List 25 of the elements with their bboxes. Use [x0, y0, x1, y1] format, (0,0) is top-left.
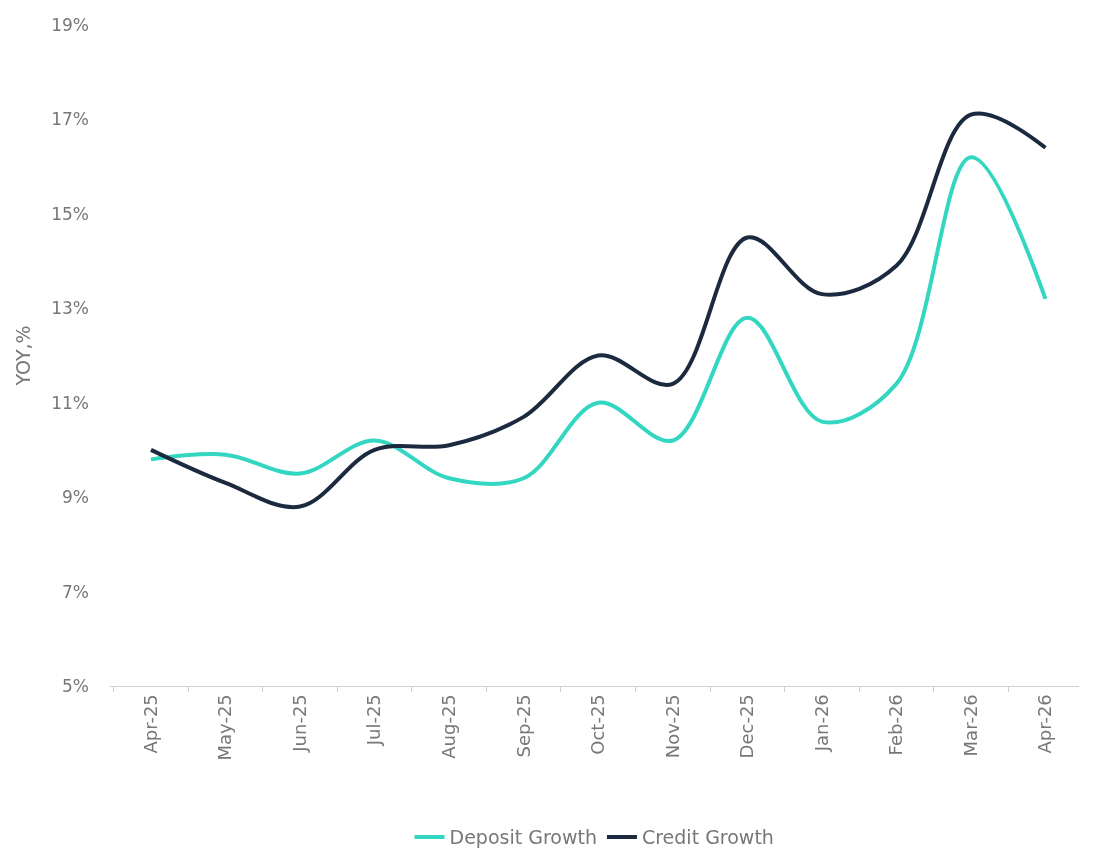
y-tick-label: 17% [51, 109, 89, 130]
x-tick-label: Oct-25 [587, 694, 609, 755]
y-tick-label: 7% [62, 581, 89, 602]
x-tick-label: Sep-25 [512, 694, 534, 758]
legend-label: Deposit Growth [449, 826, 597, 849]
y-tick-label: 19% [51, 14, 89, 35]
x-tick-label: Apr-25 [139, 694, 161, 754]
x-tick-label: Jan-26 [810, 694, 832, 753]
y-tick-label: 13% [51, 298, 89, 319]
legend-label: Credit Growth [641, 826, 774, 849]
x-tick-label: Apr-26 [1034, 694, 1056, 754]
y-tick-label: 5% [62, 675, 89, 696]
y-tick-label: 9% [62, 487, 89, 508]
x-tick-label: May-25 [214, 694, 236, 761]
x-tick-label: Nov-25 [661, 694, 683, 759]
x-tick-label: Jul-25 [363, 694, 385, 747]
x-tick-label: Feb-26 [885, 694, 907, 756]
y-tick-label: 15% [51, 203, 89, 224]
y-tick-label: 11% [51, 392, 89, 413]
x-tick-label: Jun-25 [288, 694, 310, 753]
y-axis-title: YOY,% [12, 325, 35, 387]
x-tick-label: Aug-25 [438, 694, 459, 759]
x-tick-label: Mar-26 [959, 694, 981, 757]
line-series [149, 111, 1048, 509]
x-tick-label: Dec-25 [736, 694, 758, 759]
